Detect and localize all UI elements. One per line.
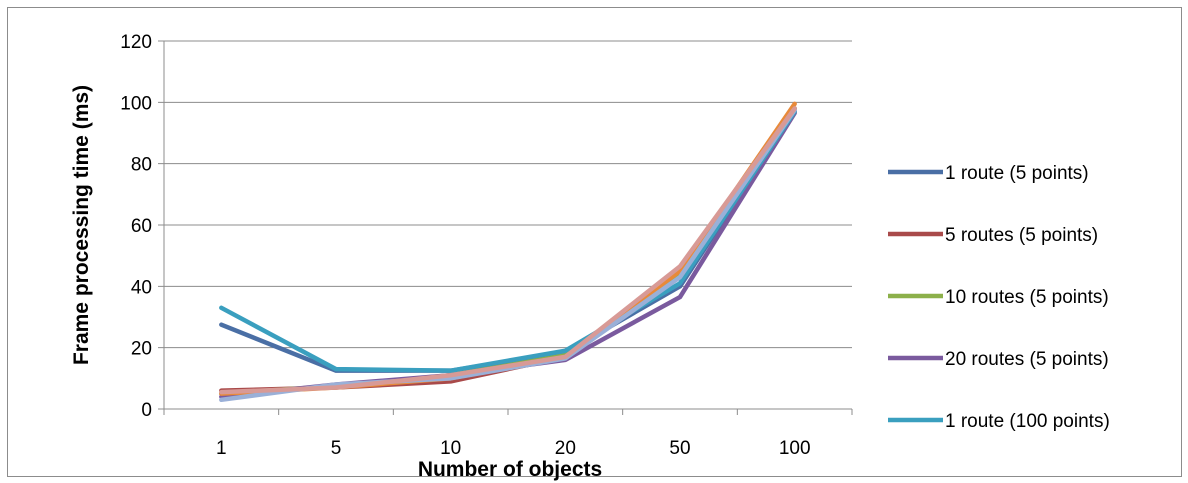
legend-label: 20 routes (5 points): [945, 349, 1109, 370]
y-tick-label: 60: [131, 216, 152, 237]
y-tick-label: 100: [120, 93, 152, 114]
series-line-8: [219, 106, 797, 395]
x-axis-title: Number of objects: [418, 458, 602, 481]
x-tick-label: 50: [669, 438, 690, 459]
x-tick-label: 20: [555, 438, 576, 459]
legend-label: 1 route (5 points): [945, 163, 1089, 184]
x-tick-label: 100: [779, 438, 811, 459]
x-tick-label: 10: [440, 438, 461, 459]
y-axis-title: Frame processing time (ms): [70, 85, 93, 365]
y-tick-label: 80: [131, 155, 152, 176]
series-lines: [219, 101, 797, 403]
x-axis-ticks: 1 5 10 20 50 100: [163, 409, 853, 459]
series-line-5: [219, 109, 797, 373]
legend-label: 1 route (100 points): [945, 411, 1110, 432]
legend-label: 10 routes (5 points): [945, 287, 1109, 308]
chart-area: [7, 7, 1182, 477]
y-axis-ticks: 0 20 40 60 80 100 120: [120, 32, 152, 421]
x-tick-label: 5: [331, 438, 342, 459]
y-tick-label: 120: [120, 32, 152, 53]
legend: 1 route (5 points) 5 routes (5 points) 10 …: [888, 163, 1110, 432]
x-tick-label: 1: [216, 438, 227, 459]
y-tick-label: 20: [131, 339, 152, 360]
legend-label: 5 routes (5 points): [945, 225, 1098, 246]
y-tick-label: 0: [141, 400, 152, 421]
y-tick-label: 40: [131, 277, 152, 298]
gridlines: [158, 40, 852, 410]
